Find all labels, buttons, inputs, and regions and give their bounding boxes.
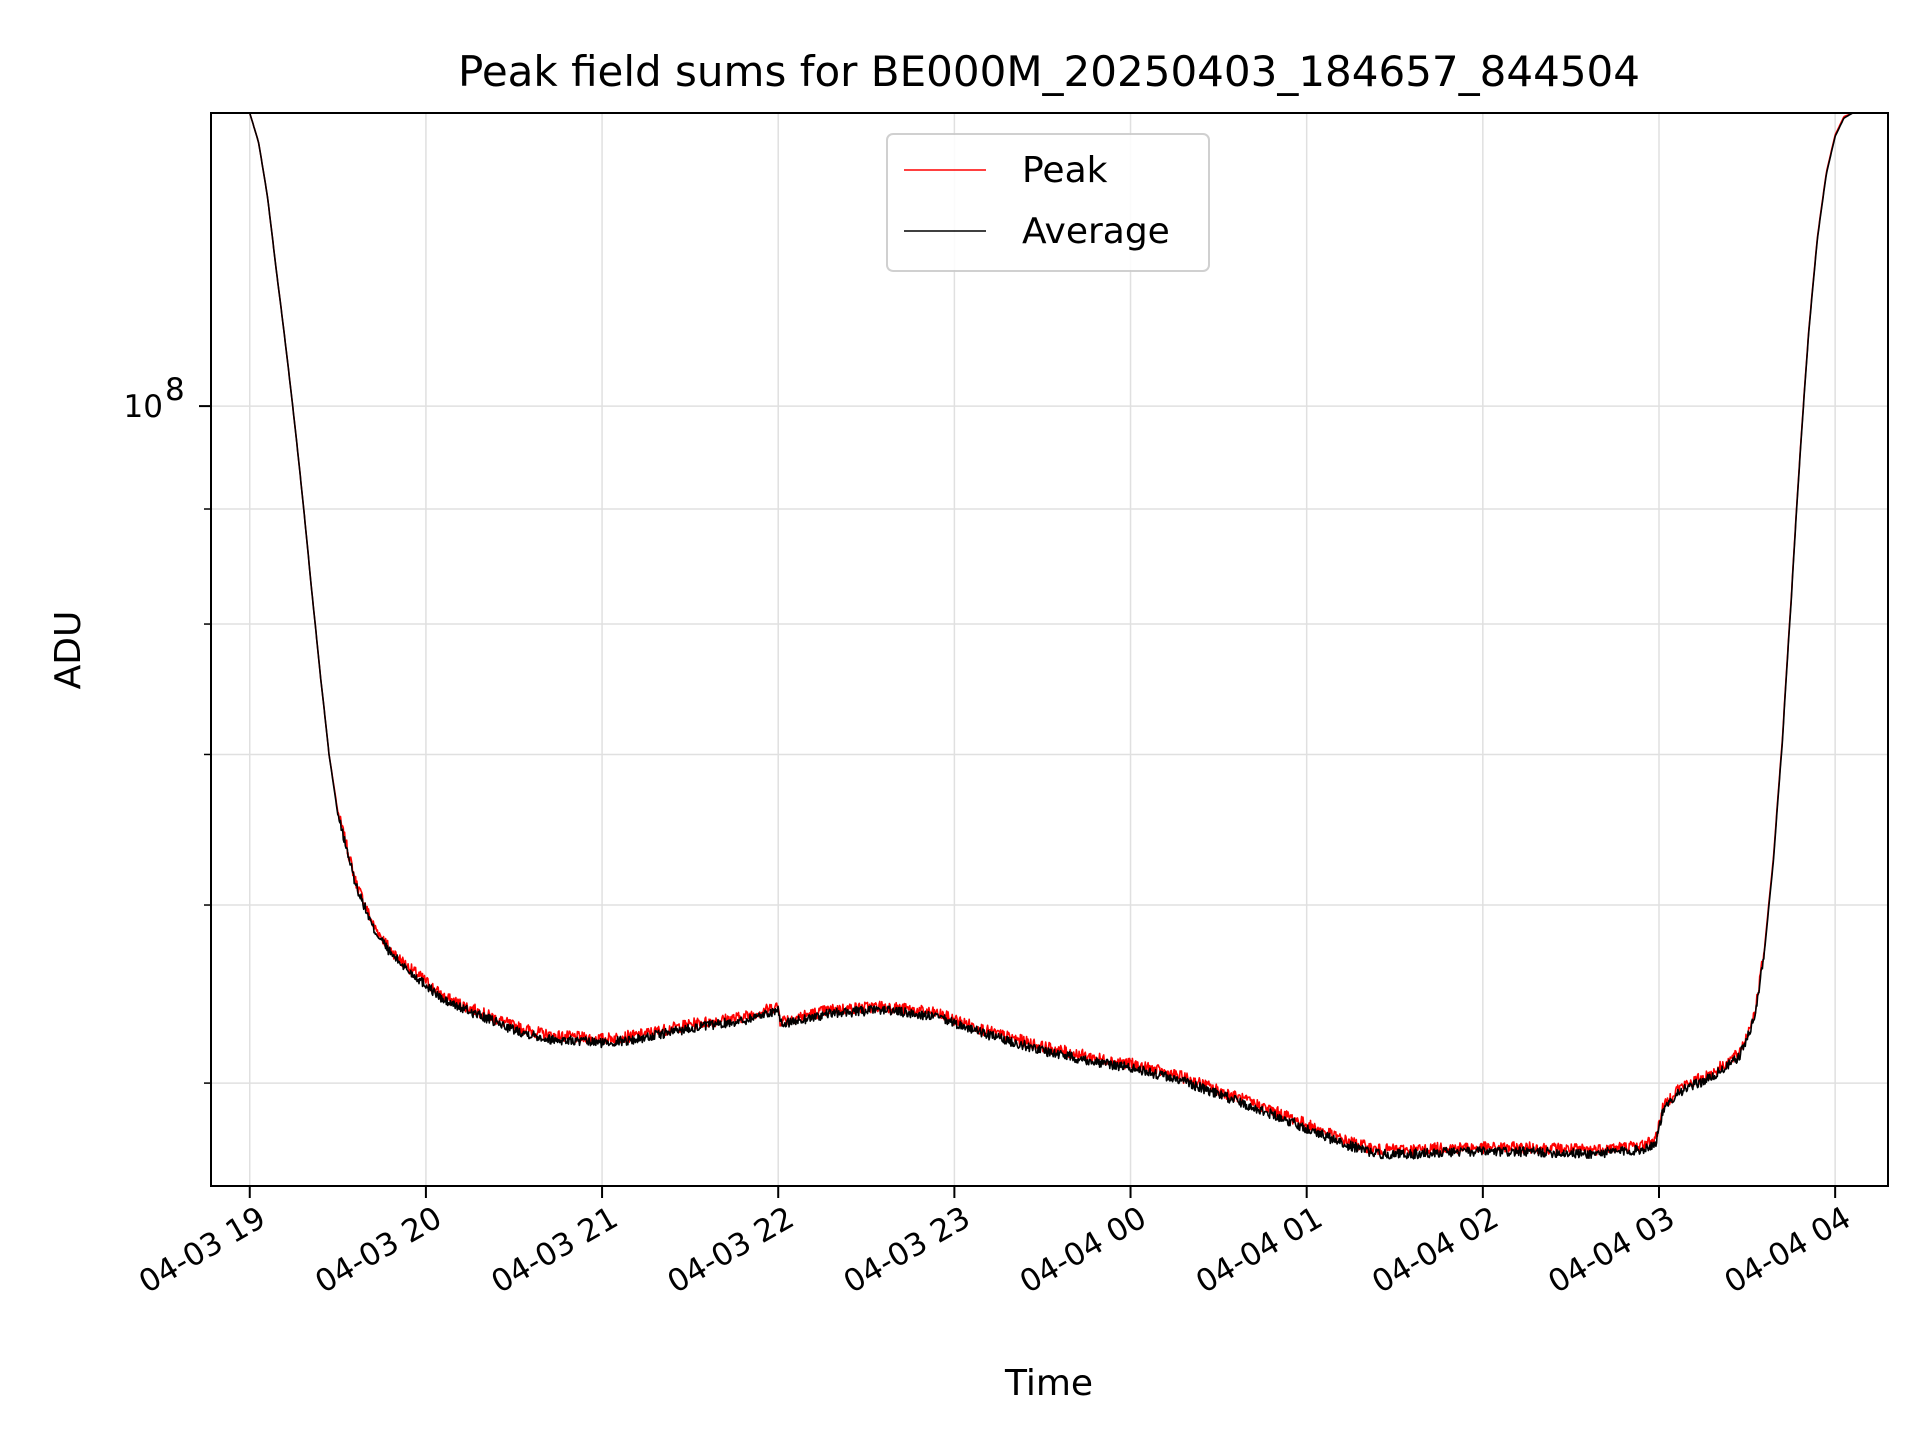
legend-peak-label: Peak	[1022, 150, 1108, 191]
series-average-line	[249, 112, 1889, 1160]
x-axis-label: Time	[1004, 1363, 1093, 1404]
series-lines	[249, 112, 1889, 1160]
chart-title: Peak field sums for BE000M_20250403_1846…	[458, 47, 1640, 96]
plot-frame	[210, 112, 1889, 1187]
y-tick-label-exponent: 8	[165, 372, 185, 408]
legend-average-label: Average	[1022, 211, 1170, 252]
y-tick-label-base: 10	[124, 389, 163, 425]
y-axis: 10 8	[124, 372, 211, 1084]
legend-box	[886, 133, 1210, 272]
legend: Peak Average	[886, 133, 1210, 272]
y-axis-label: ADU	[48, 611, 89, 690]
grid	[211, 113, 1888, 1186]
